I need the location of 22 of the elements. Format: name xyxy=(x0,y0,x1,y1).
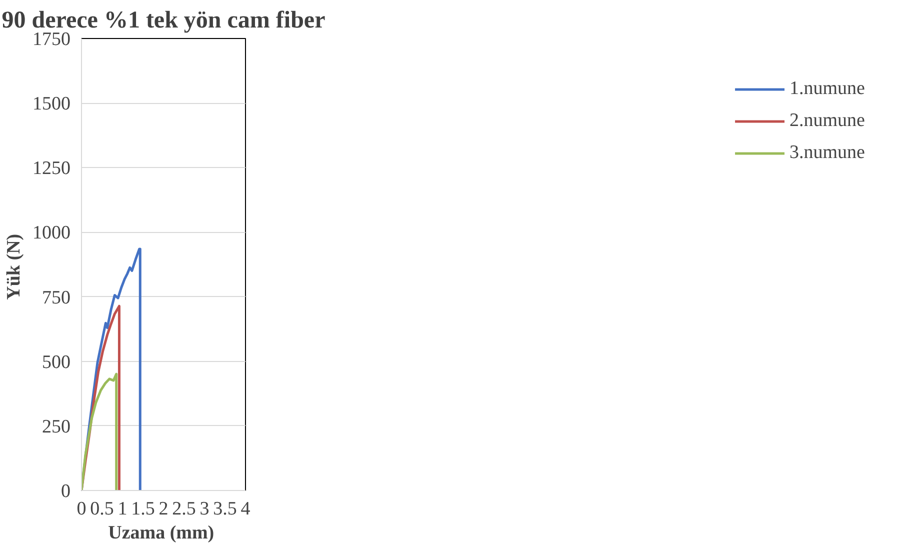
x-tick-label: 1.5 xyxy=(131,498,155,520)
x-tick-label: 0.5 xyxy=(90,498,114,520)
x-tick-label: 1 xyxy=(118,498,128,520)
y-tick-label: 750 xyxy=(42,287,70,308)
x-tick-label: 4 xyxy=(240,498,251,520)
x-tick-label: 2.5 xyxy=(172,498,196,520)
y-tick-label: 250 xyxy=(42,416,70,438)
legend-label: 1.numune xyxy=(790,78,865,100)
legend-label: 3.numune xyxy=(790,142,865,164)
y-tick-label: 0 xyxy=(61,481,70,502)
y-axis-title: Yük (N) xyxy=(4,234,24,300)
line-series xyxy=(82,372,118,490)
x-axis-title: Uzama (mm) xyxy=(108,522,214,544)
y-tick-label: 1250 xyxy=(32,158,70,180)
y-tick-label: 1000 xyxy=(32,222,70,244)
x-tick-label: 0 xyxy=(76,498,86,520)
x-tick-label: 3 xyxy=(200,498,210,520)
y-tick-label: 1500 xyxy=(32,94,70,115)
x-tick-label: 2 xyxy=(158,498,168,520)
legend-label: 2.numune xyxy=(790,110,865,132)
y-tick-label: 500 xyxy=(42,352,70,373)
x-tick-label: 3.5 xyxy=(213,498,237,520)
